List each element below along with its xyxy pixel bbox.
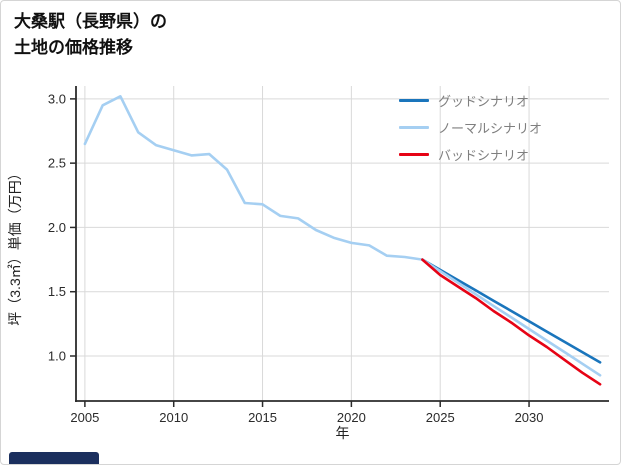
good-scenario-line-swatch	[399, 98, 429, 102]
y-tick-label: 1.0	[48, 349, 66, 364]
x-tick-label: 2030	[515, 410, 544, 425]
legend-label-normal-scenario: ノーマルシナリオ	[438, 120, 543, 136]
chart-title-line1: 大桑駅（長野県）の	[14, 12, 167, 31]
legend-item-good-scenario: グッドシナリオ	[399, 91, 542, 109]
legend-label-good-scenario: グッドシナリオ	[438, 93, 530, 109]
legend-item-bad-scenario: バッドシナリオ	[399, 145, 542, 163]
series-line-normal-scenario	[83, 95, 602, 377]
chart-title-line2: 土地の価格推移	[14, 37, 133, 57]
legend-label-bad-scenario: バッドシナリオ	[438, 147, 530, 163]
normal-scenario-line-swatch	[399, 125, 429, 129]
series-line-bad-scenario	[421, 258, 602, 386]
footer-badge	[9, 452, 99, 464]
y-tick-label: 3.0	[48, 91, 66, 106]
x-tick-label: 2025	[426, 410, 455, 425]
x-tick-label: 2015	[248, 410, 277, 425]
x-axis-label: 年	[335, 425, 350, 441]
bad-scenario-line-swatch	[399, 152, 429, 156]
legend-item-normal-scenario: ノーマルシナリオ	[399, 118, 542, 136]
y-axis-label: 坪（3.3㎡）単価（万円）	[7, 166, 23, 326]
chart-title: 大桑駅（長野県）の 土地の価格推移	[14, 9, 167, 60]
x-tick-label: 2020	[337, 410, 366, 425]
series-line-good-scenario	[421, 258, 602, 364]
x-tick-label: 2005	[70, 410, 99, 425]
y-tick-label: 2.0	[48, 220, 66, 235]
legend: グッドシナリオ ノーマルシナリオ バッドシナリオ	[399, 91, 542, 163]
y-tick-label: 2.5	[48, 156, 66, 171]
y-tick-label: 1.5	[48, 284, 66, 299]
x-tick-label: 2010	[159, 410, 188, 425]
